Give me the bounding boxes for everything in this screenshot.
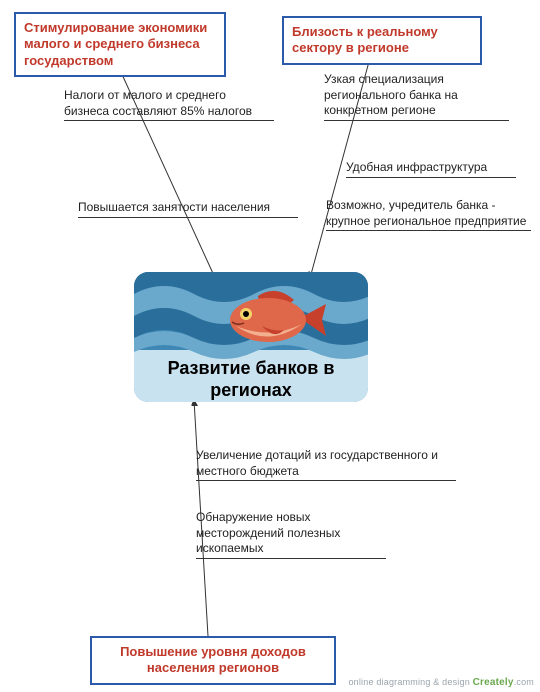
note-employment: Повышается занятости населения	[78, 200, 298, 218]
watermark-prefix: online diagramming & design	[348, 677, 469, 687]
box-stimulation-economy: Стимулирование экономики малого и средне…	[14, 12, 226, 77]
watermark-suffix: .com	[514, 677, 534, 687]
watermark: online diagramming & design Creately.com	[348, 677, 534, 688]
box-label: Стимулирование экономики малого и средне…	[24, 20, 207, 68]
box-proximity-real-sector: Близость к реальному сектору в регионе	[282, 16, 482, 65]
note-taxes-85: Налоги от малого и среднего бизнеса сост…	[64, 88, 274, 121]
note-founder-enterprise: Возможно, учредитель банка - крупное рег…	[326, 198, 531, 231]
note-subsidies: Увеличение дотаций из государственного и…	[196, 448, 456, 481]
center-topic-caption: Развитие банков в регионах	[134, 358, 368, 401]
center-topic-block: Развитие банков в регионах	[134, 272, 368, 402]
watermark-brand: Creately	[473, 677, 514, 688]
note-mineral-deposits: Обнаружение новых месторождений полезных…	[196, 510, 386, 559]
box-label: Повышение уровня доходов населения регио…	[120, 644, 306, 675]
note-specialization: Узкая специализация регионального банка …	[324, 72, 509, 121]
diagram-canvas: Стимулирование экономики малого и средне…	[0, 0, 540, 692]
box-income-increase: Повышение уровня доходов населения регио…	[90, 636, 336, 685]
note-infrastructure: Удобная инфраструктура	[346, 160, 516, 178]
box-label: Близость к реальному сектору в регионе	[292, 24, 438, 55]
